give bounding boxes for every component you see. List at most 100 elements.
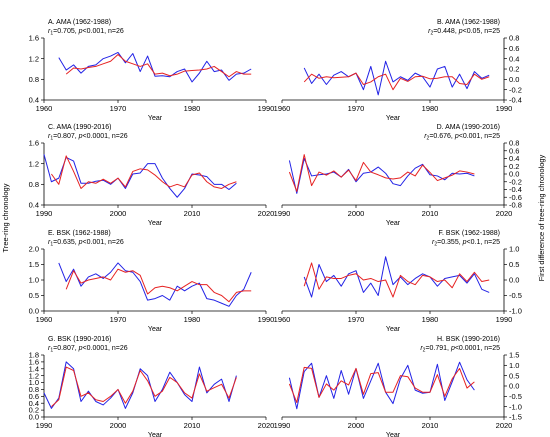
blue-series-line — [288, 158, 475, 194]
y-tick-label: 0.8 — [509, 139, 519, 148]
y-tick-label: 0.0 — [29, 413, 39, 422]
stat-r: r — [48, 345, 51, 352]
x-tick-label: 1990 — [274, 209, 291, 218]
y-tick-label: 1.0 — [509, 361, 519, 370]
panel-title: F. BSK (1962-1988) — [439, 230, 500, 237]
red-series-line — [51, 366, 237, 408]
stat-p-value-n: <0.0001, n=26 — [83, 345, 128, 352]
x-tick-label: 1990 — [496, 315, 513, 324]
panel-statistics: r1=0.807, p<0.0001, n=26 — [48, 345, 128, 354]
y-tick-label: 1.2 — [29, 371, 39, 380]
panel-title: B. AMA (1962-1988) — [437, 19, 500, 26]
panel-title: C. AMA (1990-2016) — [48, 124, 111, 131]
x-tick-label: 2020 — [496, 421, 513, 430]
y-tick-label: 0.4 — [29, 399, 39, 408]
right-ylabel: First difference of tree-ring chronology — [537, 154, 546, 281]
chart-panel: 1960 1970 1980 1990-0.4 -0.20.00.2 0.40.60.8 Y… — [274, 19, 522, 122]
panel-statistics: r2=0.448, p<0.05, n=25 — [428, 28, 500, 37]
stat-p-value-n: <0.0001, n=25 — [455, 345, 500, 352]
y-tick-label: 0.5 — [29, 291, 39, 300]
stat-r-value: =0.705, — [53, 28, 79, 35]
y-tick-label: 1.2 — [29, 159, 39, 168]
stat-r: r — [48, 28, 51, 35]
blue-series-line — [303, 60, 490, 96]
stat-r-subscript: 1 — [50, 242, 53, 248]
panel-title: H. BSK (1990-2016) — [437, 336, 500, 343]
stat-r-value: =0.448, — [433, 28, 459, 35]
stat-r-value: =0.791, — [425, 345, 451, 352]
x-axis-title: Year — [386, 220, 401, 227]
stat-r: r — [48, 239, 51, 246]
x-tick-label: 1980 — [184, 315, 201, 324]
red-series-line — [288, 366, 475, 404]
left-ylabel: Tree-ring chronology — [1, 183, 10, 252]
x-axis-title: Year — [148, 326, 163, 333]
stat-p-value-n: <0.1, n=25 — [467, 239, 501, 246]
x-axis-title: Year — [386, 432, 401, 437]
stat-r-subscript: 2 — [423, 348, 426, 354]
y-tick-label: 0.0 — [509, 75, 519, 84]
x-axis-title: Year — [148, 432, 163, 437]
red-series-line — [65, 54, 252, 78]
y-tick-label: 0.2 — [29, 406, 39, 415]
x-tick-label: 2010 — [184, 209, 201, 218]
y-tick-label: 1.6 — [29, 357, 39, 366]
x-tick-label: 2000 — [348, 421, 365, 430]
y-tick-label: 0.6 — [509, 146, 519, 155]
stat-r-value: =0.807, — [53, 345, 79, 352]
y-tick-label: 0.0 — [509, 382, 519, 391]
y-tick-label: -0.8 — [509, 201, 522, 210]
stat-p: p — [78, 133, 83, 140]
red-series-line — [303, 72, 490, 91]
blue-series-line — [288, 361, 475, 410]
y-tick-label: 1.8 — [29, 351, 39, 360]
y-tick-label: 0.8 — [29, 180, 39, 189]
y-tick-label: 1.5 — [509, 351, 519, 360]
panel-statistics: r1=0.807, p<0.0001, n=26 — [48, 133, 128, 142]
panel-statistics: r2=0.791, p<0.0001, n=25 — [420, 345, 500, 354]
blue-series-line — [43, 154, 237, 198]
x-tick-label: 2010 — [184, 421, 201, 430]
stat-r-subscript: 2 — [434, 242, 437, 248]
blue-series-line — [303, 256, 490, 298]
y-tick-label: -0.2 — [509, 85, 522, 94]
x-tick-label: 1960 — [36, 104, 53, 113]
y-tick-label: 0.4 — [509, 154, 519, 163]
x-tick-label: 1980 — [422, 315, 439, 324]
stat-r-value: =0.676, — [429, 133, 455, 140]
stat-r-subscript: 2 — [427, 136, 430, 142]
y-tick-label: -0.2 — [509, 177, 522, 186]
x-tick-label: 2010 — [422, 421, 439, 430]
y-tick-label: -1.0 — [509, 307, 522, 316]
y-tick-label: 1.6 — [29, 139, 39, 148]
stat-p-value-n: <0.0001, n=26 — [83, 133, 128, 140]
y-tick-label: -0.6 — [509, 193, 522, 202]
stat-p: p — [458, 28, 463, 35]
y-tick-label: 0.4 — [29, 96, 39, 105]
x-tick-label: 1970 — [110, 104, 127, 113]
stat-p-value-n: <0.001, n=26 — [83, 28, 124, 35]
x-tick-label: 1990 — [496, 104, 513, 113]
y-tick-label: 1.0 — [29, 378, 39, 387]
x-tick-label: 1990 — [36, 421, 53, 430]
y-tick-label: 1.2 — [29, 54, 39, 63]
y-tick-label: 0.5 — [509, 371, 519, 380]
y-tick-label: 0.4 — [29, 201, 39, 210]
stat-r-value: =0.635, — [53, 239, 79, 246]
stat-r-value: =0.355, — [437, 239, 463, 246]
panel-statistics: r1=0.635, p<0.001, n=26 — [48, 239, 124, 248]
y-tick-label: -1.5 — [509, 413, 522, 422]
y-tick-label: -0.5 — [509, 291, 522, 300]
x-tick-label: 1990 — [274, 421, 291, 430]
stat-p: p — [78, 28, 83, 35]
stat-r: r — [424, 133, 427, 140]
y-tick-label: 0.8 — [29, 75, 39, 84]
y-tick-label: -0.4 — [509, 185, 522, 194]
x-tick-label: 2000 — [348, 209, 365, 218]
stat-p: p — [78, 239, 83, 246]
blue-series-line — [58, 51, 252, 83]
stat-p-value-n: <0.001, n=25 — [459, 133, 500, 140]
red-series-line — [303, 262, 490, 298]
chart-panel: 1990 2000 2010 2020-1.5 -1.0-0.50.0 0.51.01.5… — [274, 336, 522, 437]
stat-p: p — [462, 239, 467, 246]
